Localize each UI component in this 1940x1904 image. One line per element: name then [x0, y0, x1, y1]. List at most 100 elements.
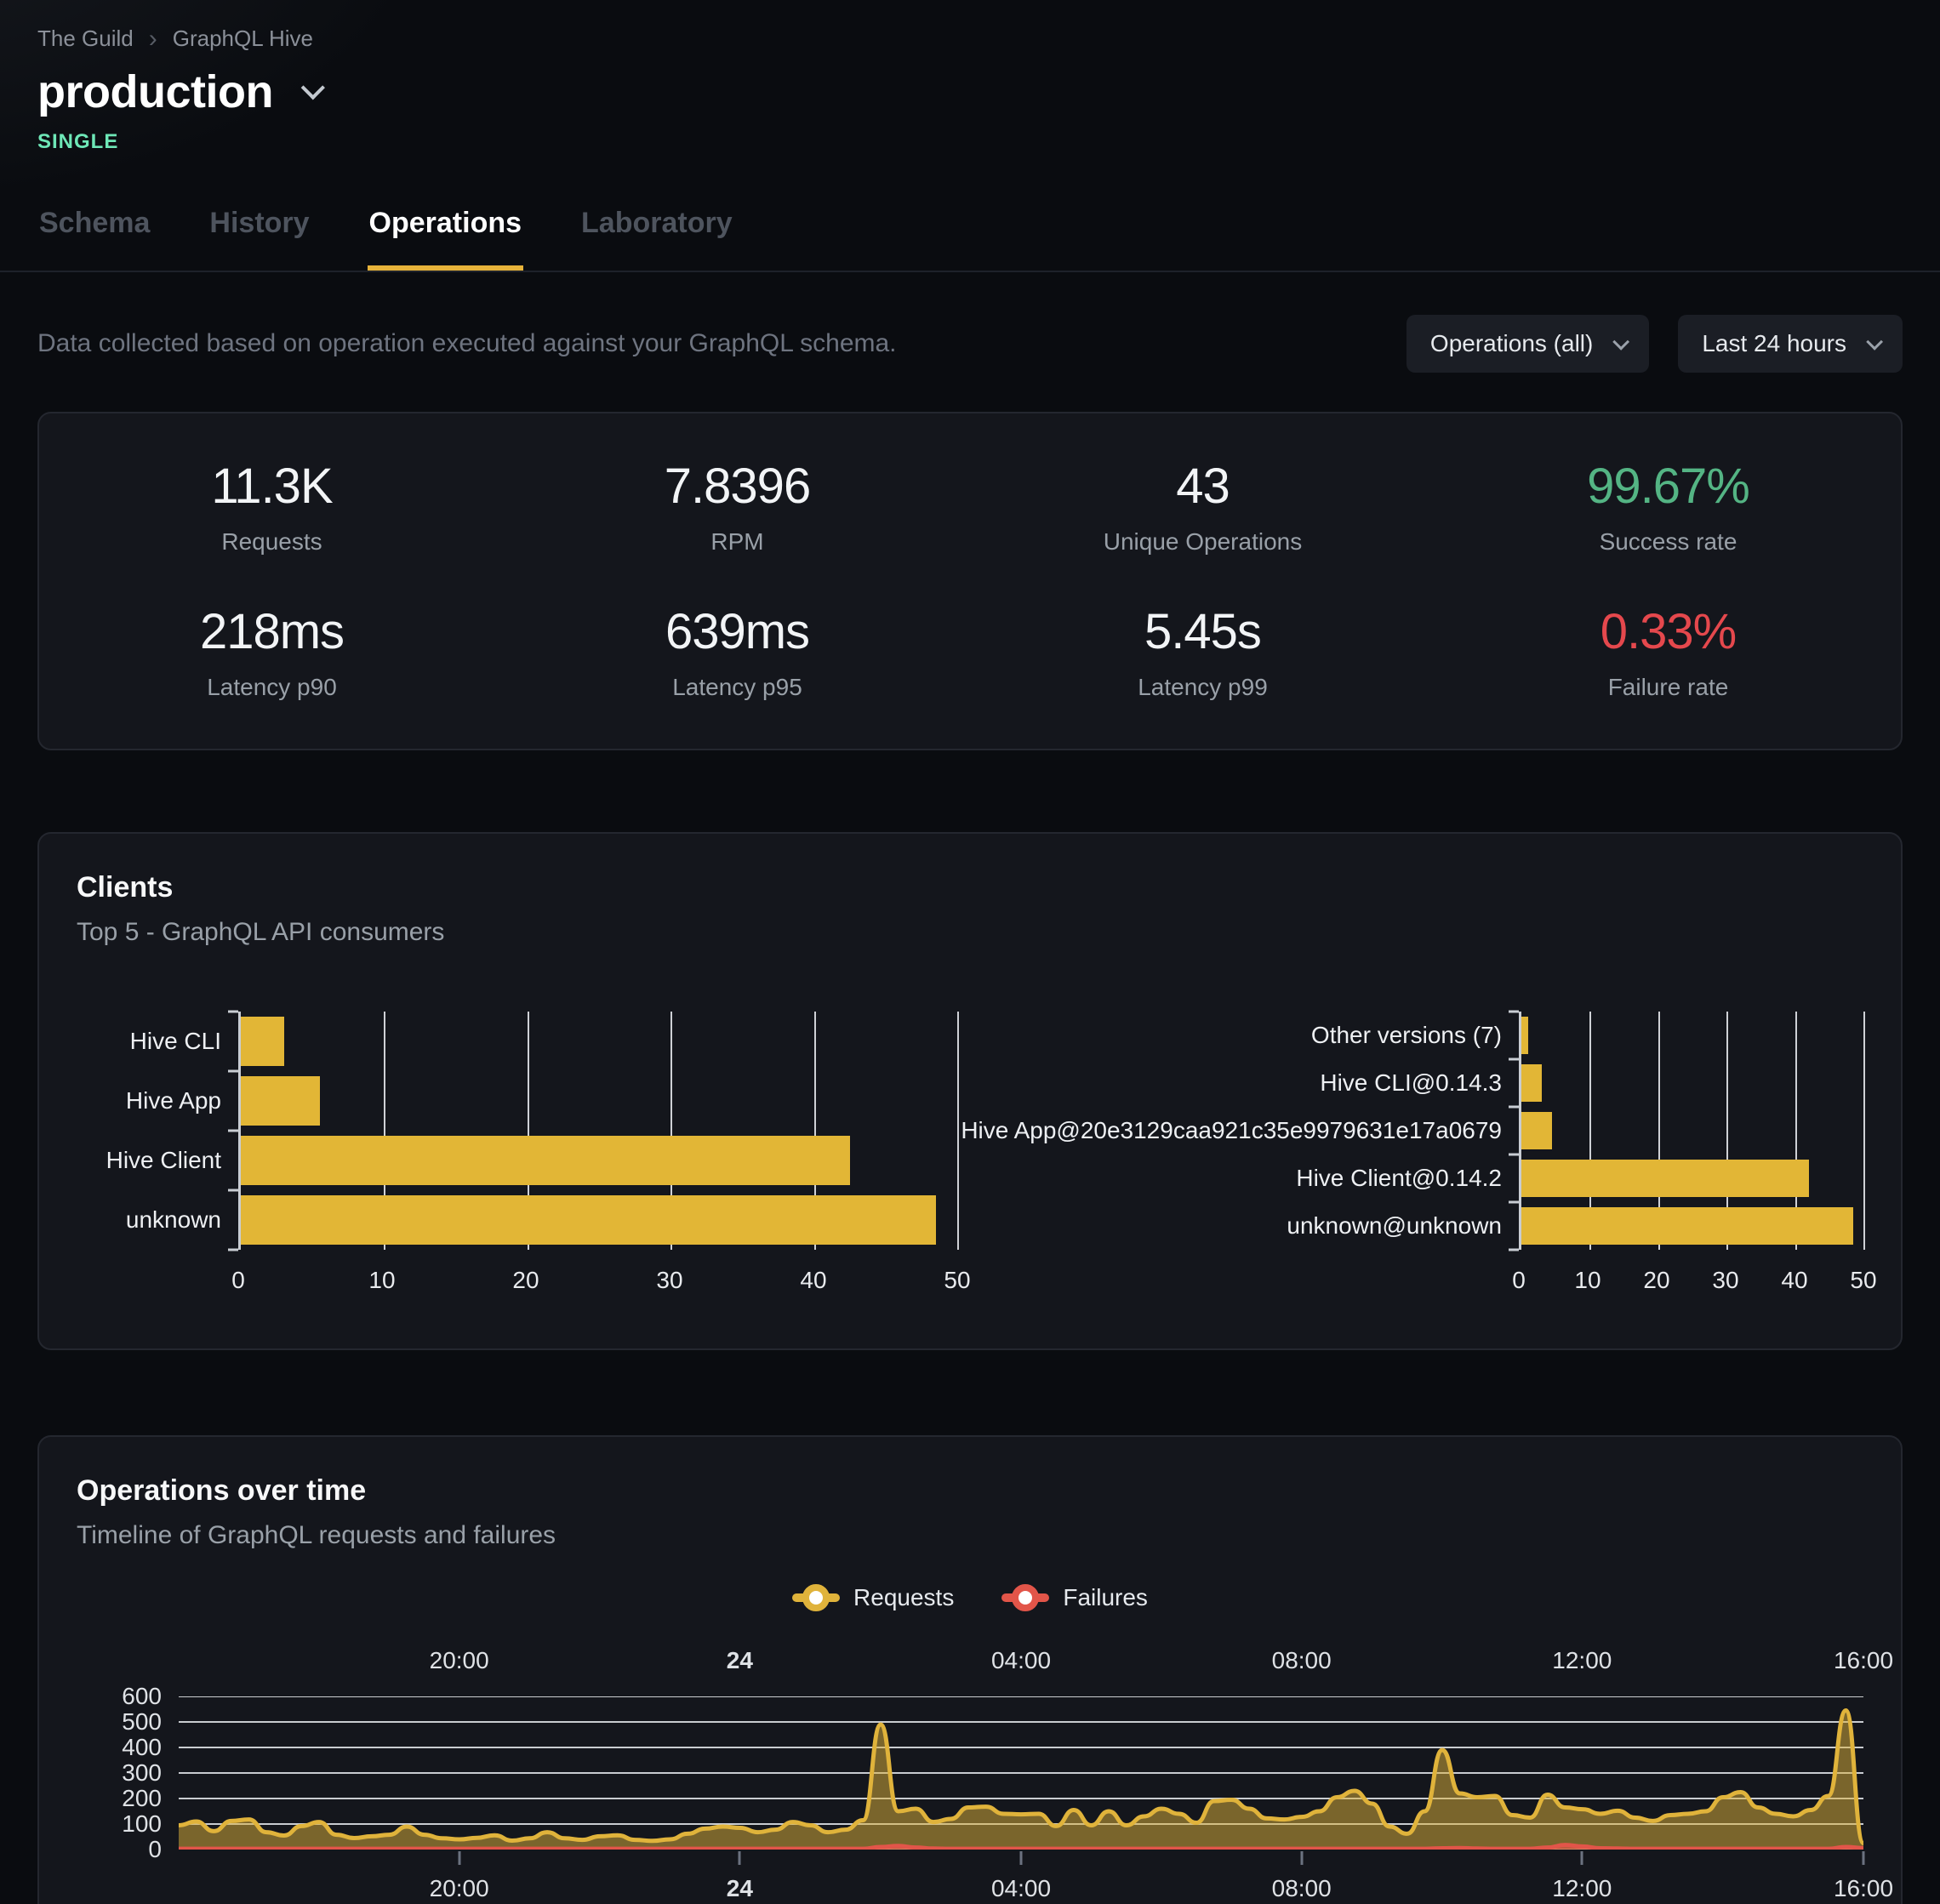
timeline-chart: 600 500 400 300 200 100 0 20:00 24 04:00 08:00 12:…: [77, 1642, 1893, 1904]
x-axis-labels-top: 20:00 24 04:00 08:00 12:00 16:00: [179, 1642, 1893, 1696]
legend-marker-dot: [1012, 1584, 1040, 1611]
bar: [241, 1136, 850, 1185]
y-axis-tick-label: 100: [122, 1810, 162, 1837]
tab-history[interactable]: History: [209, 207, 310, 239]
bar: [1521, 1112, 1553, 1149]
axis-tick: [1509, 1105, 1519, 1109]
timeline-plot-area: [179, 1696, 1863, 1850]
timeline-card-title: Operations over time: [77, 1474, 367, 1507]
client-versions-bar-chart: Other versions (7) Hive CLI@0.14.3 Hive Ap…: [961, 1010, 1877, 1301]
axis-tick: [1509, 1010, 1519, 1013]
stat-label: Latency p90: [207, 674, 337, 700]
legend-item-requests[interactable]: Requests: [792, 1584, 954, 1611]
page-description: Data collected based on operation execut…: [37, 329, 897, 357]
tab-bar: Schema History Operations Laboratory: [0, 198, 1940, 272]
x-axis-tick-label: 08:00: [1271, 1875, 1332, 1901]
axis-tick: [228, 1189, 238, 1192]
operations-filter-dropdown[interactable]: Operations (all): [1406, 315, 1650, 373]
bar-category-label: Other versions (7): [1310, 1022, 1502, 1048]
x-axis-tick-label: 40: [800, 1267, 827, 1293]
stat-value: 639ms: [665, 604, 810, 659]
tab-laboratory[interactable]: Laboratory: [581, 207, 733, 239]
axis-tick: [1509, 1248, 1519, 1251]
stat-latency-p95: 639ms Latency p95: [505, 603, 970, 701]
gridline: [1726, 1012, 1729, 1250]
stat-value: 0.33%: [1600, 604, 1737, 659]
legend-label: Failures: [1063, 1584, 1148, 1610]
gridline: [1863, 1012, 1865, 1250]
stat-value: 99.67%: [1587, 459, 1750, 514]
axis-tick: [1509, 1057, 1519, 1061]
clients-card: Clients Top 5 - GraphQL API consumers Hi…: [37, 832, 1903, 1350]
x-axis-tick-label: 10: [368, 1267, 396, 1293]
chevron-right-icon: ›: [148, 24, 157, 53]
time-range-label: Last 24 hours: [1702, 330, 1846, 356]
breadcrumb-org[interactable]: The Guild: [37, 26, 134, 51]
axis-tick: [228, 1069, 238, 1073]
bar: [1521, 1064, 1543, 1102]
bar: [1521, 1207, 1853, 1245]
stat-label: Failure rate: [1607, 674, 1729, 700]
gridline: [1589, 1012, 1592, 1250]
y-axis-tick-label: 200: [122, 1785, 162, 1811]
stat-failure-rate: 0.33% Failure rate: [1435, 603, 1901, 701]
x-axis-tick-label: 20:00: [429, 1875, 489, 1901]
axis-tick: [738, 1851, 741, 1865]
stat-label: Latency p99: [1138, 674, 1268, 700]
tab-schema[interactable]: Schema: [39, 207, 151, 239]
operations-filter-label: Operations (all): [1429, 330, 1594, 356]
bar-category-label: Hive CLI: [129, 1028, 221, 1054]
chevron-down-icon: [1866, 333, 1884, 351]
stat-success-rate: 99.67% Success rate: [1435, 458, 1901, 556]
stat-unique-operations: 43 Unique Operations: [970, 458, 1435, 556]
gridline: [1658, 1012, 1660, 1250]
timeline-svg: [179, 1696, 1863, 1850]
series-line-requests: [179, 1711, 1863, 1844]
x-axis-tick-label: 50: [944, 1267, 971, 1293]
bar: [241, 1195, 936, 1245]
y-axis-tick-label: 500: [122, 1708, 162, 1735]
x-axis-tick-label: 0: [1512, 1267, 1526, 1293]
axis-tick: [1509, 1153, 1519, 1156]
axis-tick: [228, 1248, 238, 1251]
x-axis-tick-label: 08:00: [1271, 1647, 1332, 1673]
axis-tick: [458, 1851, 461, 1865]
stat-label: RPM: [710, 528, 764, 555]
bar-category-label: Hive CLI@0.14.3: [1320, 1069, 1502, 1096]
bar: [241, 1017, 284, 1066]
x-axis-tick-label: 16:00: [1833, 1875, 1894, 1901]
bar: [241, 1076, 320, 1126]
stat-label: Requests: [221, 528, 322, 555]
gridline: [1794, 1012, 1797, 1250]
x-axis-tick-label: 30: [656, 1267, 683, 1293]
clients-bar-chart: Hive CLI Hive App Hive Client unknown 0 10 20…: [77, 1010, 971, 1301]
stat-value: 11.3K: [211, 459, 333, 514]
bar-category-label: Hive App: [125, 1087, 221, 1114]
tabs: Schema History Operations Laboratory: [0, 198, 1940, 271]
timeline-card-subtitle: Timeline of GraphQL requests and failure…: [77, 1521, 556, 1549]
operations-over-time-card: Operations over time Timeline of GraphQL…: [37, 1435, 1903, 1904]
tab-operations[interactable]: Operations: [367, 198, 524, 271]
series-line-failures: [179, 1845, 1863, 1850]
x-axis-tick-label: 0: [231, 1267, 245, 1293]
legend-item-failures[interactable]: Failures: [1001, 1584, 1148, 1611]
breadcrumb-project[interactable]: GraphQL Hive: [172, 26, 313, 51]
time-range-dropdown[interactable]: Last 24 hours: [1678, 315, 1903, 373]
gridline: [957, 1012, 959, 1250]
bar-category-label: Hive Client@0.14.2: [1296, 1165, 1502, 1191]
y-axis-labels: 600 500 400 300 200 100 0: [77, 1683, 179, 1862]
breadcrumb: The Guild › GraphQL Hive: [37, 0, 1903, 52]
bar: [1521, 1160, 1809, 1197]
axis-tick: [228, 1129, 238, 1132]
timeline-legend: Requests Failures: [77, 1584, 1863, 1611]
x-axis-tick-label: 20:00: [429, 1647, 489, 1673]
x-axis-tick-label: 30: [1712, 1267, 1739, 1293]
gridline: [670, 1012, 673, 1250]
page-title: production: [37, 66, 273, 117]
target-selector-toggle[interactable]: [300, 75, 325, 103]
target-type-badge: SINGLE: [37, 130, 119, 153]
bar-category-label: Hive App@20e3129caa921c35e9979631e17a067…: [961, 1117, 1502, 1143]
x-axis-labels-bottom: 20:00 24 04:00 08:00 12:00 16:00: [179, 1850, 1893, 1904]
x-axis-tick-label: 50: [1850, 1267, 1877, 1293]
